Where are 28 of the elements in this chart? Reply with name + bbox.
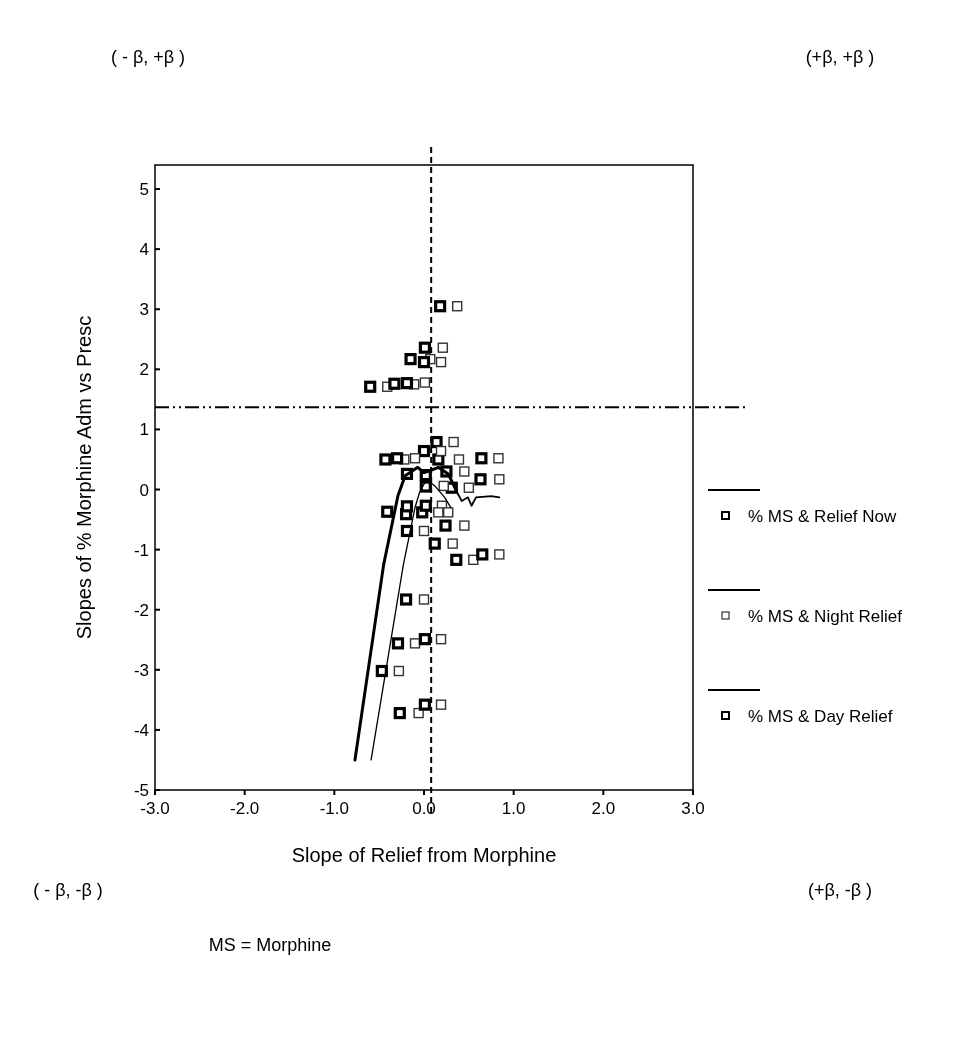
y-tick-label: 2 <box>139 360 149 380</box>
text: ( - β, +β ) <box>110 47 186 67</box>
y-tick-label: 1 <box>139 420 149 440</box>
y-tick-label: 4 <box>139 240 149 260</box>
y-tick-label: 3 <box>139 300 149 320</box>
y-tick-label: -4 <box>133 720 149 740</box>
y-tick-label: -5 <box>133 781 149 800</box>
text: ( - β, -β ) <box>33 880 103 900</box>
y-tick-label: -1 <box>133 540 149 560</box>
legend-label: % MS & Night Relief <box>748 607 903 626</box>
x-tick-label: -1.0 <box>319 799 349 818</box>
x-tick-label: 3.0 <box>681 799 705 818</box>
text: (+β, -β ) <box>807 880 873 900</box>
legend-label: % MS & Day Relief <box>748 707 893 726</box>
y-tick-label: -2 <box>133 600 149 620</box>
y-tick-label: 0 <box>139 480 149 500</box>
text: (+β, +β ) <box>805 47 875 67</box>
text: MS = Morphine <box>208 935 332 955</box>
x-tick-label: 2.0 <box>591 799 616 818</box>
x-axis-title: Slope of Relief from Morphine <box>291 844 557 866</box>
x-tick-label: -2.0 <box>230 799 260 818</box>
y-axis-title: Slopes of % Morphine Adm vs Presc <box>73 315 95 640</box>
y-tick-label: 5 <box>139 180 149 200</box>
x-tick-label: 1.0 <box>501 799 526 818</box>
x-tick-label: 0.0 <box>412 799 436 818</box>
legend-label: % MS & Relief Now <box>748 507 898 526</box>
x-tick-label: -3.0 <box>140 799 170 818</box>
y-tick-label: -3 <box>133 660 149 680</box>
